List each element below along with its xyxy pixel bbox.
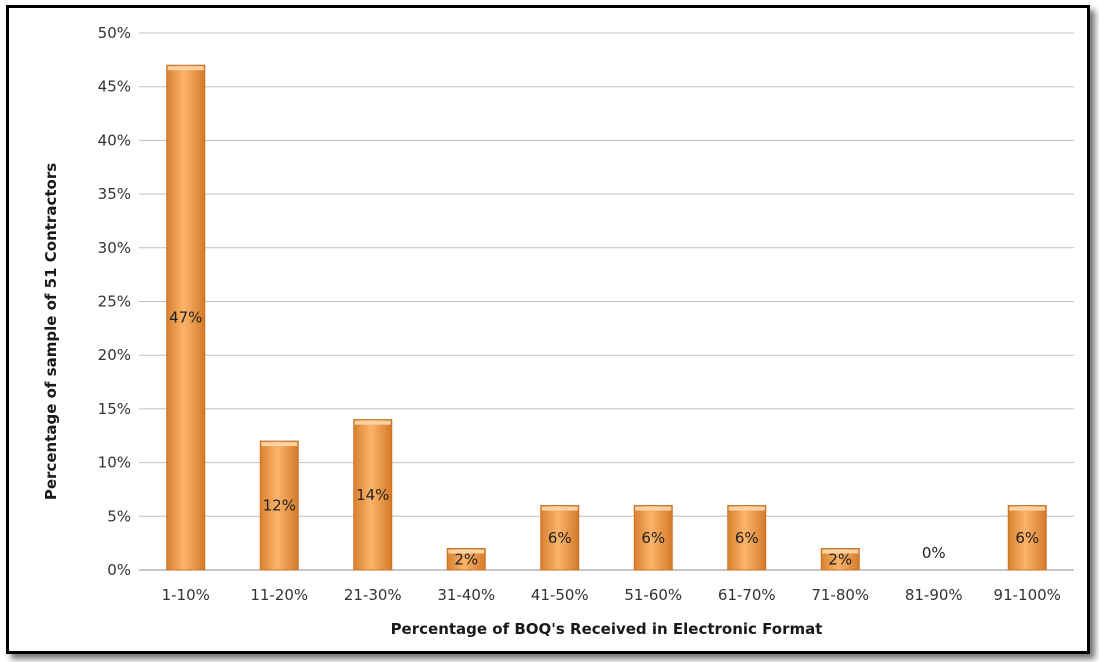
x-tick-label: 91-100%: [994, 586, 1061, 604]
x-tick-label: 31-40%: [437, 586, 495, 604]
y-tick-label: 40%: [98, 131, 131, 149]
bar-highlight: [261, 442, 298, 447]
data-label: 14%: [356, 486, 389, 504]
y-tick-label: 45%: [98, 78, 131, 96]
bar: [820, 548, 860, 571]
y-tick-label: 0%: [107, 561, 131, 579]
data-label: 6%: [641, 529, 665, 547]
y-tick-label: 25%: [98, 293, 131, 311]
data-label: 47%: [169, 309, 202, 327]
bars: [166, 64, 1047, 571]
y-tick-label: 30%: [98, 239, 131, 257]
labels: 0% 5% 10% 15% 20% 25% 30% 35% 40% 45% 50% 47% 1-10% 1…: [98, 24, 1061, 604]
bar: [446, 548, 486, 571]
bar: [1007, 505, 1047, 571]
y-axis-title: Percentage of sample of 51 Contractors: [42, 163, 60, 500]
x-tick-label: 21-30%: [344, 586, 402, 604]
data-label: 6%: [735, 529, 759, 547]
bar: [259, 440, 299, 571]
bar: [727, 505, 767, 571]
bar: [166, 64, 206, 571]
y-tick-label: 35%: [98, 185, 131, 203]
y-tick-label: 10%: [98, 454, 131, 472]
data-label: 6%: [548, 529, 572, 547]
bar-highlight: [167, 66, 204, 71]
data-label: 12%: [263, 497, 296, 515]
y-tick-label: 5%: [107, 507, 131, 525]
x-axis-title: Percentage of BOQ's Received in Electron…: [391, 620, 823, 638]
bar-highlight: [448, 549, 485, 554]
bar-highlight: [354, 420, 391, 425]
x-tick-label: 11-20%: [250, 586, 308, 604]
data-label: 2%: [454, 550, 478, 568]
x-tick-label: 81-90%: [905, 586, 963, 604]
bar-highlight: [635, 506, 672, 511]
x-tick-label: 71-80%: [811, 586, 869, 604]
bar: [540, 505, 580, 571]
x-tick-label: 41-50%: [531, 586, 589, 604]
bar-highlight: [1009, 506, 1046, 511]
bar-chart: 0% 5% 10% 15% 20% 25% 30% 35% 40% 45% 50% 47% 1-10% 1…: [42, 24, 1074, 638]
data-label: 0%: [922, 544, 946, 562]
y-tick-label: 50%: [98, 24, 131, 42]
bar-highlight: [822, 549, 859, 554]
bar-highlight: [541, 506, 578, 511]
data-label: 6%: [1015, 529, 1039, 547]
bar-highlight: [728, 506, 765, 511]
bar: [353, 419, 393, 571]
y-tick-label: 20%: [98, 346, 131, 364]
bar: [633, 505, 673, 571]
y-tick-label: 15%: [98, 400, 131, 418]
chart-frame: 0% 5% 10% 15% 20% 25% 30% 35% 40% 45% 50% 47% 1-10% 1…: [6, 5, 1090, 654]
x-tick-label: 1-10%: [162, 586, 210, 604]
x-tick-label: 51-60%: [624, 586, 682, 604]
x-tick-label: 61-70%: [718, 586, 776, 604]
data-label: 2%: [828, 550, 852, 568]
